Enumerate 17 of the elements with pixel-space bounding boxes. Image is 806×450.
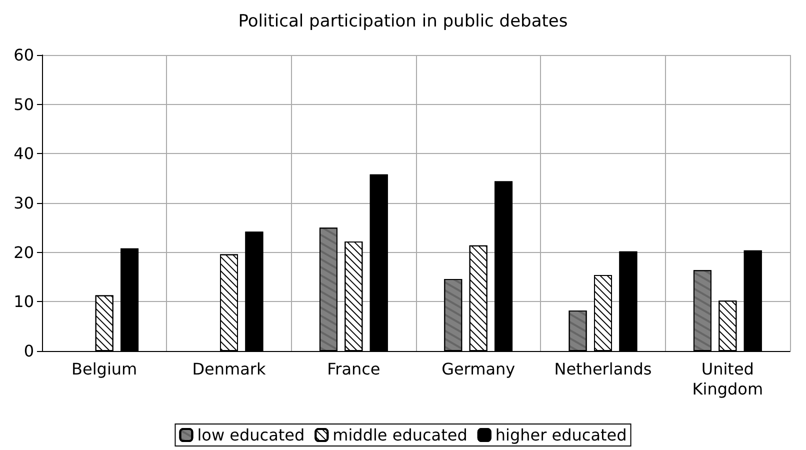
x-tick-label: France — [327, 360, 380, 378]
x-tick-label: Germany — [442, 360, 516, 378]
y-tick-label: 20 — [14, 242, 34, 262]
y-tick-label: 10 — [14, 292, 34, 312]
x-tick-label: Denmark — [192, 360, 266, 378]
x-tick-label: Belgium — [72, 360, 138, 378]
legend-label: middle educated — [332, 426, 468, 444]
y-tick-label: 60 — [14, 46, 34, 64]
chart-title: Political participation in public debates — [238, 12, 568, 32]
legend-label: low educated — [197, 426, 305, 444]
y-tick-label: 40 — [14, 144, 34, 164]
x-tick-label: Netherlands — [554, 360, 652, 378]
legend-label: higher educated — [495, 426, 627, 444]
y-tick-label: 0 — [24, 342, 34, 360]
x-tick-label: United Kingdom — [692, 360, 764, 398]
y-tick-label: 50 — [14, 94, 34, 114]
y-tick-label: 30 — [14, 194, 34, 212]
